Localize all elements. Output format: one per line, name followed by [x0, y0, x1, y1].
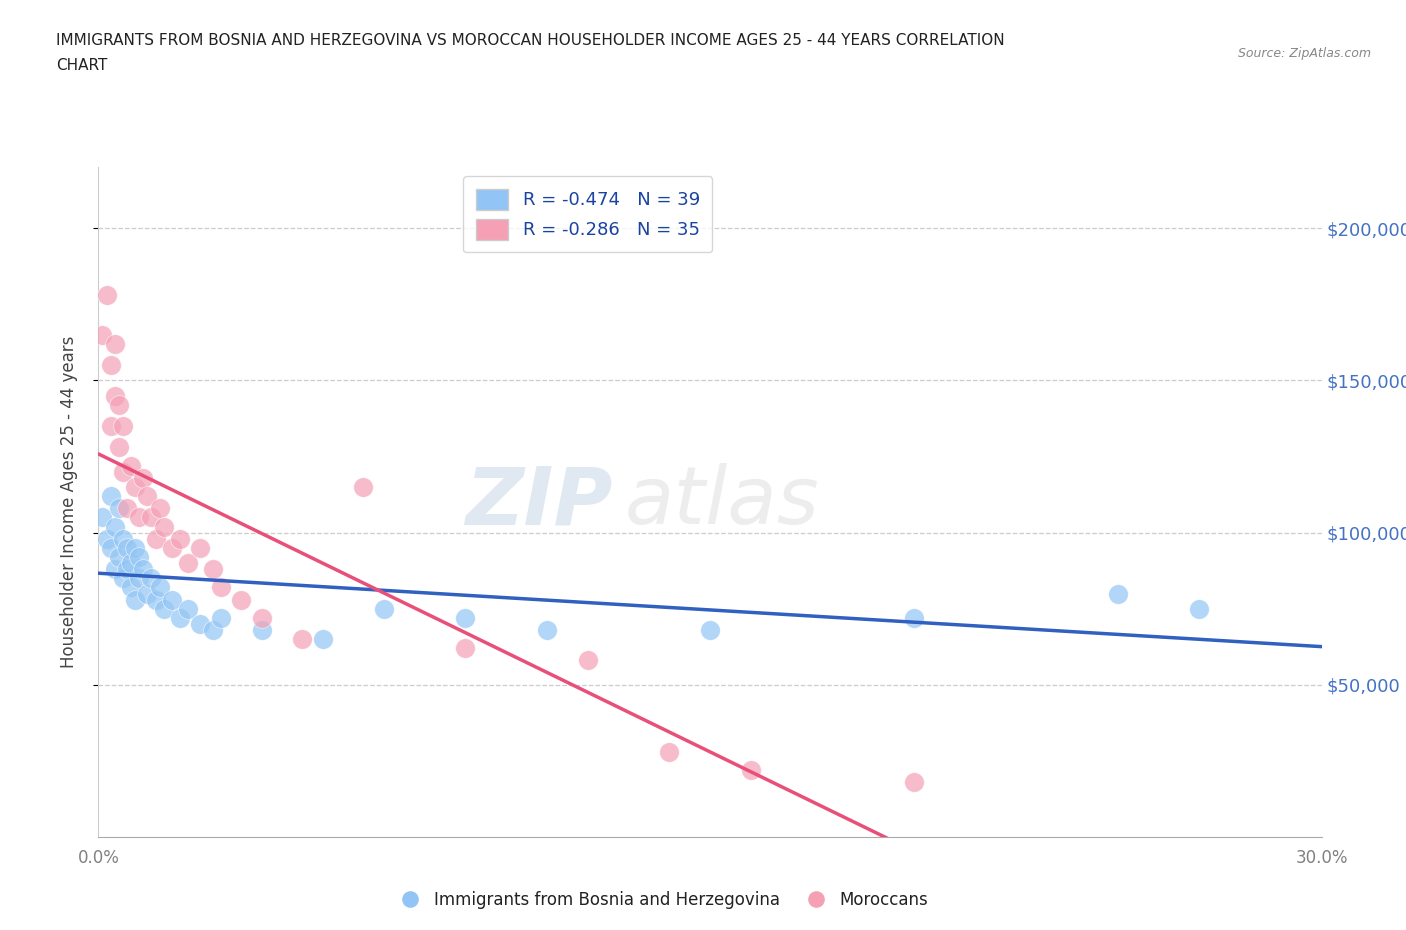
Point: [124, 540, 146, 555]
Point: [108, 397, 131, 412]
Point: [124, 480, 146, 495]
Point: [188, 617, 212, 631]
Point: [111, 571, 134, 586]
Point: [111, 418, 134, 433]
Point: [536, 622, 558, 637]
Point: [120, 555, 142, 570]
Point: [128, 510, 150, 525]
Point: [160, 592, 183, 607]
Point: [177, 555, 200, 570]
Point: [136, 586, 159, 601]
Point: [100, 540, 122, 555]
Text: CHART: CHART: [56, 58, 108, 73]
Legend: Immigrants from Bosnia and Herzegovina, Moroccans: Immigrants from Bosnia and Herzegovina, …: [387, 884, 935, 916]
Point: [108, 501, 131, 516]
Point: [96, 287, 118, 302]
Point: [115, 501, 138, 516]
Point: [141, 571, 163, 586]
Point: [250, 610, 273, 625]
Point: [152, 519, 174, 534]
Point: [91, 510, 114, 525]
Point: [312, 631, 335, 646]
Text: IMMIGRANTS FROM BOSNIA AND HERZEGOVINA VS MOROCCAN HOUSEHOLDER INCOME AGES 25 - : IMMIGRANTS FROM BOSNIA AND HERZEGOVINA V…: [56, 33, 1005, 47]
Point: [91, 327, 114, 342]
Point: [141, 510, 163, 525]
Point: [201, 622, 224, 637]
Point: [104, 388, 127, 403]
Point: [373, 602, 395, 617]
Point: [454, 641, 477, 656]
Point: [1107, 586, 1129, 601]
Point: [149, 501, 172, 516]
Point: [188, 540, 212, 555]
Point: [100, 358, 122, 373]
Point: [104, 337, 127, 352]
Point: [658, 744, 681, 759]
Point: [132, 562, 155, 577]
Text: Source: ZipAtlas.com: Source: ZipAtlas.com: [1237, 46, 1371, 60]
Point: [169, 531, 191, 546]
Point: [291, 631, 314, 646]
Point: [177, 602, 200, 617]
Point: [108, 440, 131, 455]
Point: [903, 775, 925, 790]
Point: [111, 531, 134, 546]
Point: [96, 531, 118, 546]
Point: [120, 458, 142, 473]
Point: [100, 418, 122, 433]
Text: atlas: atlas: [624, 463, 820, 541]
Point: [160, 540, 183, 555]
Point: [250, 622, 273, 637]
Point: [145, 592, 167, 607]
Y-axis label: Householder Income Ages 25 - 44 years: Householder Income Ages 25 - 44 years: [59, 336, 77, 669]
Point: [100, 488, 122, 503]
Point: [145, 531, 167, 546]
Point: [128, 571, 150, 586]
Point: [209, 580, 232, 595]
Point: [352, 480, 374, 495]
Point: [128, 550, 150, 565]
Point: [740, 763, 762, 777]
Point: [209, 610, 232, 625]
Point: [120, 580, 142, 595]
Point: [136, 488, 159, 503]
Point: [454, 610, 477, 625]
Point: [1188, 602, 1211, 617]
Point: [169, 610, 191, 625]
Point: [576, 653, 599, 668]
Point: [115, 540, 138, 555]
Point: [152, 602, 174, 617]
Point: [231, 592, 253, 607]
Point: [104, 519, 127, 534]
Point: [149, 580, 172, 595]
Point: [104, 562, 127, 577]
Point: [108, 550, 131, 565]
Point: [903, 610, 925, 625]
Text: ZIP: ZIP: [465, 463, 612, 541]
Point: [115, 562, 138, 577]
Point: [124, 592, 146, 607]
Point: [699, 622, 721, 637]
Point: [111, 464, 134, 479]
Point: [132, 471, 155, 485]
Point: [201, 562, 224, 577]
